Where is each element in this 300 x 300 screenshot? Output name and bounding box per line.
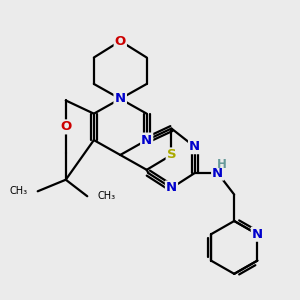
Text: CH₃: CH₃	[10, 186, 28, 196]
Text: O: O	[115, 34, 126, 47]
Text: N: N	[115, 92, 126, 105]
Text: N: N	[212, 167, 223, 180]
Text: N: N	[189, 140, 200, 153]
Text: N: N	[141, 134, 152, 147]
Text: N: N	[252, 228, 263, 241]
Text: O: O	[60, 120, 71, 134]
Text: CH₃: CH₃	[97, 191, 115, 201]
Text: H: H	[217, 158, 226, 171]
Text: S: S	[167, 148, 176, 161]
Text: N: N	[166, 182, 177, 194]
Text: N: N	[115, 92, 126, 105]
